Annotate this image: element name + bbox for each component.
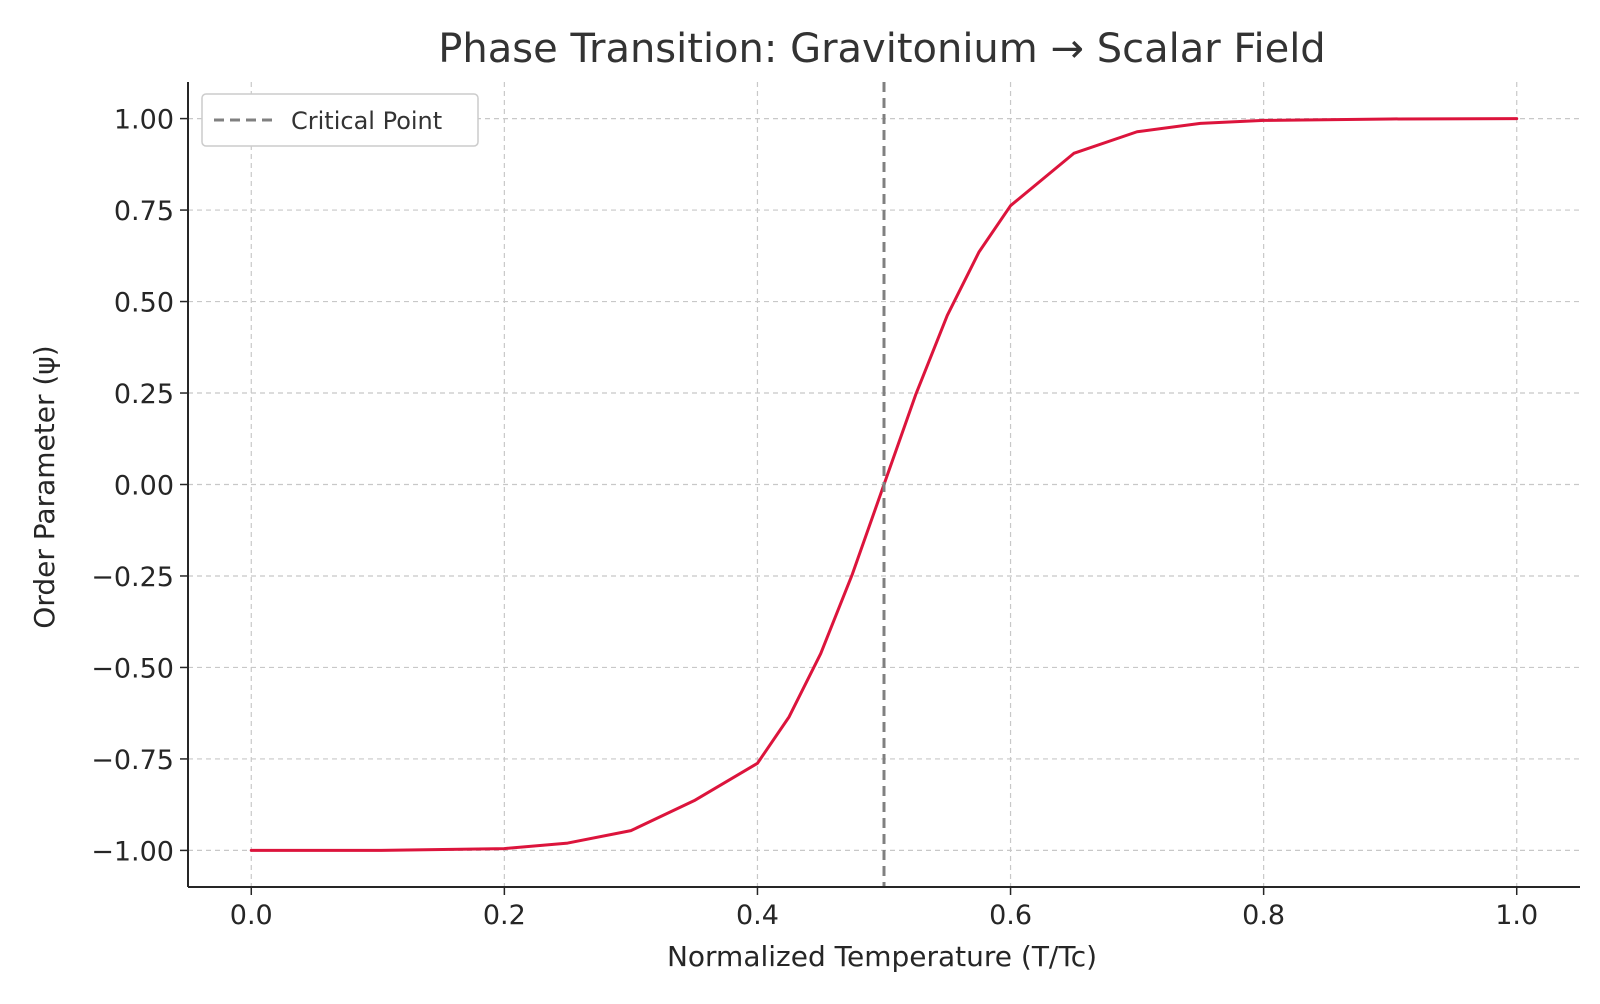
y-tick-label: −0.50 <box>91 653 174 684</box>
x-axis-title: Normalized Temperature (T/Tc) <box>667 940 1097 973</box>
ticks: 0.0 0.2 0.4 0.6 0.8 1.0 −1.00 −0.75 −0.50 −0.25 0.… <box>91 105 1538 931</box>
x-tick-label: 0.4 <box>736 900 779 931</box>
x-tick-label: 1.0 <box>1495 900 1538 931</box>
y-tick-label: −0.75 <box>91 745 174 776</box>
x-tick-label: 0.2 <box>483 900 526 931</box>
y-tick-label: 0.00 <box>114 471 174 502</box>
plot-area <box>249 82 1519 887</box>
x-tick-label: 0.6 <box>989 900 1032 931</box>
y-tick-label: 1.00 <box>114 105 174 136</box>
y-tick-label: 0.25 <box>114 379 174 410</box>
y-axis-title: Order Parameter (ψ) <box>28 345 61 628</box>
legend-critical-point-label: Critical Point <box>291 107 442 135</box>
y-tick-label: −1.00 <box>91 836 174 867</box>
legend-box <box>201 93 479 147</box>
chart-title: Phase Transition: Gravitonium → Scalar F… <box>438 26 1325 72</box>
y-tick-label: 0.50 <box>114 288 174 319</box>
legend: Critical Point <box>201 93 479 147</box>
x-tick-label: 0.8 <box>1242 900 1285 931</box>
y-tick-label: 0.75 <box>114 196 174 227</box>
y-tick-label: −0.25 <box>91 562 174 593</box>
x-tick-label: 0.0 <box>230 900 273 931</box>
